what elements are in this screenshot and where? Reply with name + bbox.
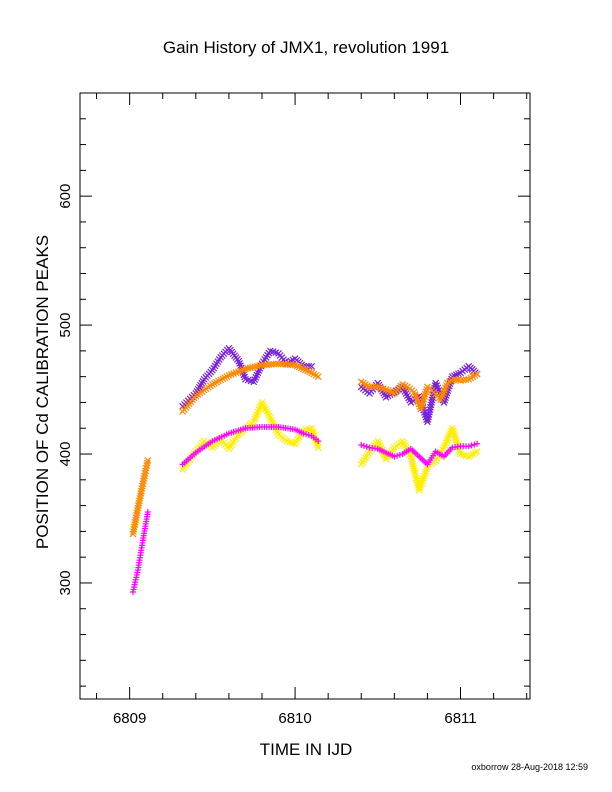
x-tick-label: 6809 bbox=[113, 710, 146, 727]
axis-tick-labels: 6809 6810 6811 300 400 500 600 bbox=[57, 184, 477, 727]
y-tick-label: 600 bbox=[57, 184, 74, 209]
y-tick-label: 300 bbox=[57, 570, 74, 595]
y-tick-label: 500 bbox=[57, 313, 74, 338]
axis-ticks bbox=[80, 92, 530, 699]
x-tick-label: 6810 bbox=[278, 710, 311, 727]
x-tick-label: 6811 bbox=[444, 710, 476, 727]
y-tick-label: 400 bbox=[57, 442, 74, 467]
series-3-markers bbox=[129, 423, 481, 595]
x-axis-label: TIME IN IJD bbox=[260, 740, 353, 759]
footer-stamp: oxborrow 28-Aug-2018 12:59 bbox=[471, 762, 588, 772]
data-marks bbox=[129, 344, 481, 595]
y-axis-label: POSITION OF Cd CALIBRATION PEAKS bbox=[33, 235, 52, 549]
chart-title: Gain History of JMX1, revolution 1991 bbox=[163, 38, 449, 57]
series-1-markers bbox=[129, 360, 481, 538]
series-2-markers bbox=[179, 399, 481, 494]
series-0-markers bbox=[179, 344, 481, 426]
plot-area: 6809 6810 6811 300 400 500 600 bbox=[57, 92, 531, 727]
plot-frame bbox=[79, 92, 531, 700]
